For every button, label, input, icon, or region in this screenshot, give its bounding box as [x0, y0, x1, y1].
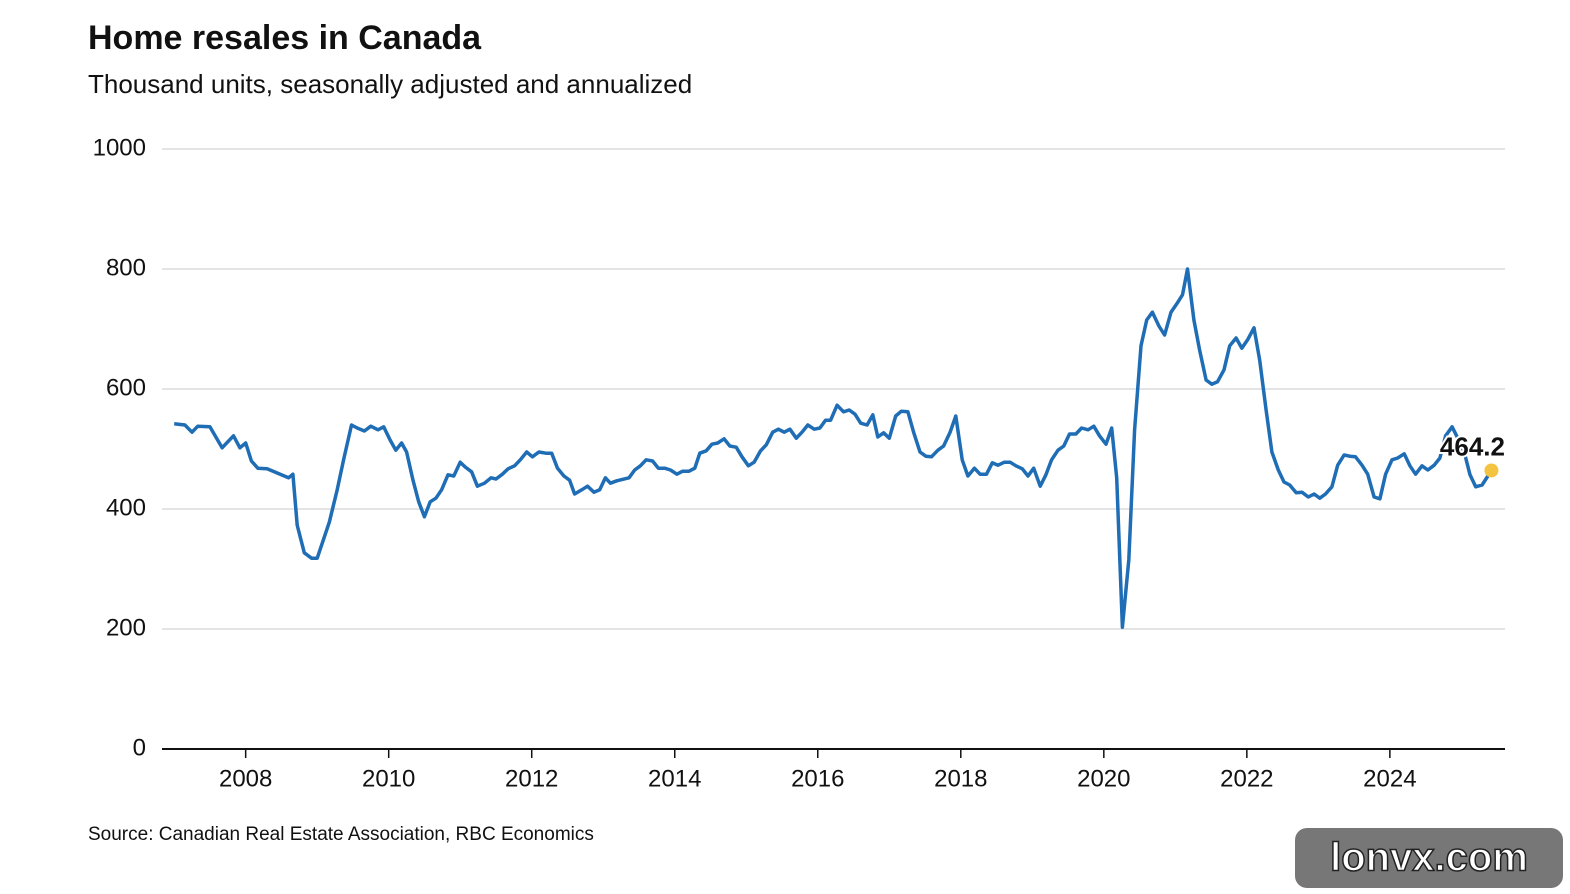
- x-tick-label: 2014: [648, 765, 701, 792]
- y-tick-label: 0: [133, 734, 146, 761]
- watermark: lonvx.com: [1330, 836, 1528, 880]
- chart-subtitle: Thousand units, seasonally adjusted and …: [88, 69, 692, 99]
- x-tick-label: 2010: [362, 765, 415, 792]
- series-line: [174, 267, 1493, 629]
- x-tick-label: 2020: [1077, 765, 1130, 792]
- x-tick-label: 2016: [791, 765, 844, 792]
- chart-title: Home resales in Canada: [88, 19, 482, 57]
- y-tick-label: 1000: [93, 134, 146, 161]
- x-tick-label: 2024: [1363, 765, 1416, 792]
- y-tick-label: 200: [106, 614, 146, 641]
- last-point-marker: [1484, 463, 1499, 478]
- x-tick-label: 2012: [505, 765, 558, 792]
- y-tick-label: 400: [106, 494, 146, 521]
- x-tick-label: 2018: [934, 765, 987, 792]
- x-tick-label: 2008: [219, 765, 272, 792]
- y-tick-label: 600: [106, 374, 146, 401]
- x-tick-label: 2022: [1220, 765, 1273, 792]
- source-note: Source: Canadian Real Estate Association…: [88, 824, 594, 845]
- watermark-box: [1295, 828, 1563, 888]
- last-value-label: 464.2: [1440, 431, 1505, 461]
- y-tick-label: 800: [106, 254, 146, 281]
